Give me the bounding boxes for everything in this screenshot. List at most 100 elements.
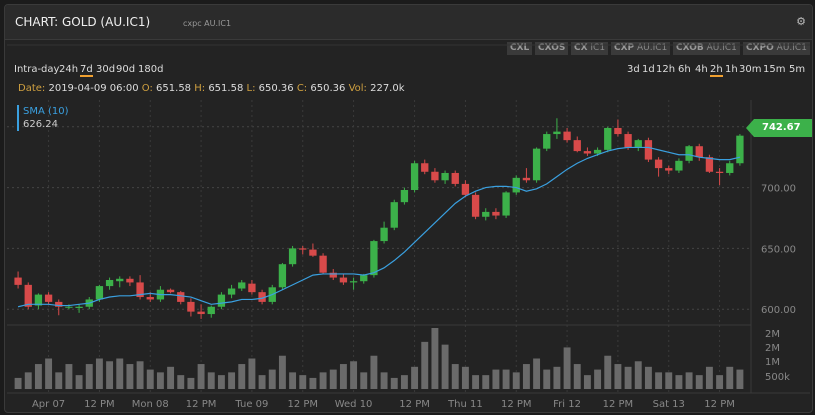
range-toolbar: Intra-day 24h 7d 30d 90d 180d 3d 1d 12h 6h 4h 2h 1h 3… (5, 59, 812, 79)
candle-body (573, 140, 581, 152)
interval-1d[interactable]: 1d (642, 64, 655, 75)
candle-body (227, 288, 236, 295)
candle-body (14, 277, 22, 285)
interval-2h[interactable]: 2h (710, 64, 723, 77)
candle-body (604, 127, 612, 150)
high-label: H: (194, 83, 206, 94)
exchange-label: CXP (614, 43, 635, 53)
volume-bar (278, 355, 286, 389)
x-tick-label: Fri 12 (553, 399, 581, 410)
volume-bar (126, 364, 134, 389)
volume-bar (268, 369, 276, 389)
candle-body (288, 248, 297, 265)
date-value: 2019-04-09 06:00 (48, 83, 139, 94)
candle-body (166, 289, 175, 293)
volume-bar (167, 366, 175, 389)
interval-5m[interactable]: 5m (789, 64, 806, 75)
candle-body (319, 255, 327, 273)
interval-15m[interactable]: 15m (763, 64, 786, 75)
candle-body (95, 286, 104, 300)
chart-window: CHART: GOLD (AU.IC1) cxpc AU.IC1 ⚙ CXL CX… (4, 4, 813, 413)
sma-legend[interactable]: SMA (10) 626.24 (17, 105, 69, 131)
x-tick-label: 12 PM (186, 399, 217, 410)
exchange-sub: AU.IC1 (773, 43, 807, 53)
volume-bar (563, 347, 571, 389)
volume-bar (339, 364, 347, 389)
volume-tick-label: 2M (765, 329, 780, 340)
candle-body (736, 135, 744, 164)
gear-icon[interactable]: ⚙ (796, 15, 806, 28)
candle-body (65, 306, 73, 308)
interval-6h[interactable]: 6h (678, 64, 691, 75)
last-price-tag: 742.67 (746, 119, 812, 137)
interval-12h[interactable]: 12h (656, 64, 676, 75)
candle-body (543, 134, 551, 149)
x-tick-label: 12 PM (399, 399, 430, 410)
candle-body (207, 306, 215, 315)
candle-body (309, 249, 317, 256)
candle-body (492, 211, 500, 216)
volume-bar (217, 375, 225, 389)
volume-bar (85, 364, 93, 389)
volume-bar (156, 372, 164, 389)
volume-tick-label: 1M (765, 357, 780, 368)
interval-1h[interactable]: 1h (725, 64, 738, 75)
candle-body (482, 211, 490, 217)
range-30d[interactable]: 30d (96, 64, 116, 75)
volume-bar (390, 377, 398, 389)
volume-bar (319, 372, 327, 389)
candle-body (441, 172, 449, 181)
volume-bar (146, 369, 154, 389)
volume-bar (34, 364, 42, 389)
candle-body (55, 301, 63, 307)
candle-body (695, 146, 703, 158)
close-value: 650.36 (310, 83, 346, 94)
candle-body (24, 284, 32, 307)
open-value: 651.58 (156, 83, 192, 94)
interval-30m[interactable]: 30m (739, 64, 762, 75)
candle-body (146, 297, 154, 300)
volume-bar (228, 372, 236, 389)
candle-body (329, 272, 337, 278)
x-tick-label: Mon 08 (132, 399, 169, 410)
candle-body (278, 264, 287, 288)
interval-3d[interactable]: 3d (627, 64, 640, 75)
range-90d[interactable]: 90d (116, 64, 136, 75)
exchange-label: CXL (510, 43, 530, 53)
y-tick-label: 600.00 (761, 305, 796, 316)
candle-body (238, 282, 246, 289)
volume-bar (695, 375, 703, 389)
candle-body (471, 194, 480, 217)
range-24h[interactable]: 24h (59, 64, 79, 75)
candle-body (400, 190, 409, 203)
candle-body (410, 163, 419, 190)
volume-bar (95, 358, 103, 389)
volume-bar (512, 372, 520, 389)
volume-tick-label: 500k (765, 372, 790, 383)
range-intra-day[interactable]: Intra-day (14, 64, 60, 75)
volume-tick-label: 2M (765, 343, 780, 354)
candle-body (726, 163, 734, 173)
x-tick-label: Tue 09 (234, 399, 268, 410)
volume-bar (207, 372, 215, 389)
range-180d[interactable]: 180d (138, 64, 164, 75)
volume-bar (614, 364, 622, 389)
candle-body (75, 306, 83, 308)
volume-bar (309, 377, 317, 389)
candle-body (634, 140, 642, 148)
x-tick-label: Apr 07 (32, 399, 65, 410)
volume-bar (421, 341, 429, 389)
candle-body (675, 160, 683, 171)
range-7d[interactable]: 7d (80, 64, 93, 77)
candle-body (522, 177, 531, 181)
volume-bar (106, 361, 114, 389)
interval-4h[interactable]: 4h (695, 64, 708, 75)
y-tick-label: 650.00 (761, 244, 796, 255)
volume-bar (258, 375, 266, 389)
x-tick-label: Wed 10 (335, 399, 373, 410)
volume-bar (136, 361, 144, 389)
exchange-label: CXOB (676, 43, 704, 53)
close-label: C: (296, 83, 308, 94)
volume-bar (675, 375, 683, 389)
